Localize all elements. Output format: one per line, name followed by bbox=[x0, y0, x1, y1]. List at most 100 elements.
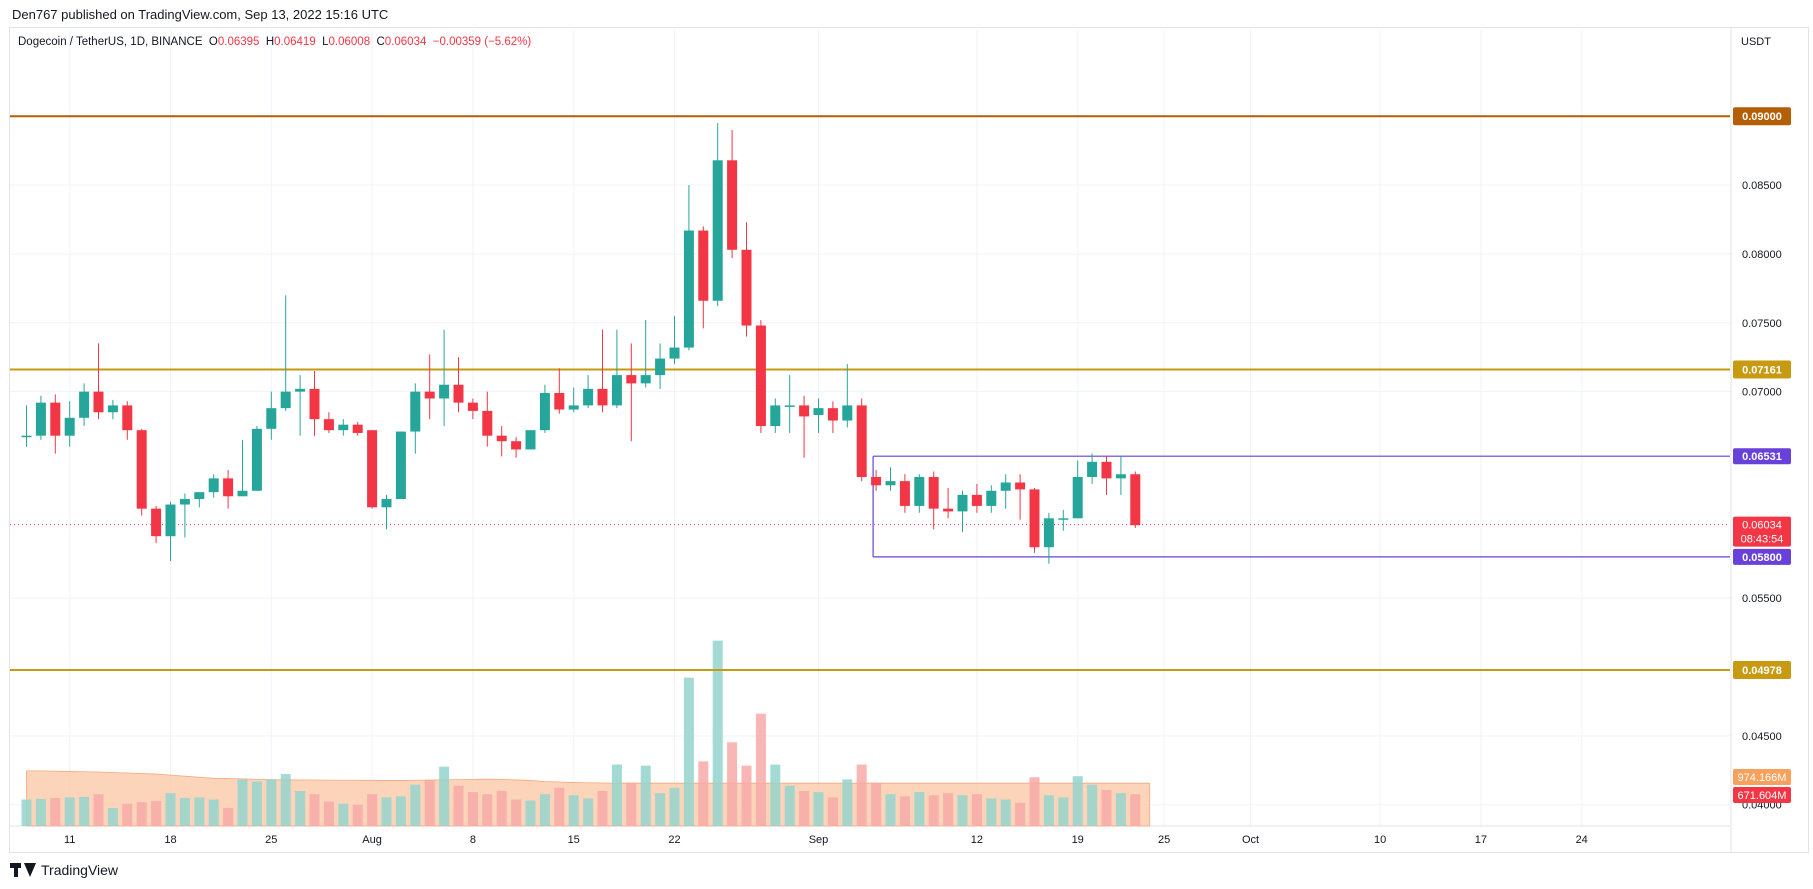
volume-bar bbox=[1087, 784, 1098, 826]
volume-bar bbox=[885, 794, 896, 826]
volume-bar bbox=[194, 797, 205, 826]
volume-bar bbox=[136, 802, 147, 826]
time-axis[interactable]: 11 18 25 Aug 8 15 22 Sep 12 19 25 Oct 10 17 24 bbox=[64, 834, 1588, 846]
candle-body bbox=[842, 405, 853, 421]
volume-bar bbox=[525, 800, 536, 826]
volume-bar bbox=[611, 764, 622, 826]
volume-bar bbox=[107, 807, 118, 826]
legend-part: L bbox=[322, 36, 329, 48]
candle-body bbox=[251, 428, 262, 491]
volume-bar bbox=[640, 765, 651, 826]
legend-part: −0.00359 (−5.62%) bbox=[433, 36, 532, 48]
legend-part: 0.06034 bbox=[385, 36, 433, 48]
volume-bar bbox=[842, 779, 853, 826]
candle-body bbox=[208, 478, 219, 493]
candle-body bbox=[943, 508, 954, 512]
volume-bar bbox=[597, 791, 608, 826]
volume-pane bbox=[21, 640, 1151, 827]
candle-body bbox=[21, 435, 32, 438]
range-price-label: 0.06531 bbox=[1742, 451, 1782, 463]
x-tick-label: 8 bbox=[470, 834, 476, 846]
candle-body bbox=[1087, 461, 1098, 477]
volume-bar bbox=[309, 794, 320, 826]
volume-bar bbox=[93, 794, 104, 826]
candle-body bbox=[309, 388, 320, 420]
grid-lines bbox=[10, 27, 1732, 853]
candle-body bbox=[525, 430, 536, 450]
volume-bar bbox=[1058, 797, 1069, 826]
candle-body bbox=[1101, 461, 1112, 479]
legend-part: H bbox=[266, 36, 274, 48]
candle-body bbox=[395, 431, 406, 500]
x-tick-label: 15 bbox=[568, 834, 580, 846]
candle-body bbox=[107, 405, 118, 413]
volume-bar bbox=[467, 792, 478, 826]
candle-body bbox=[165, 504, 176, 537]
candle-body bbox=[1072, 476, 1083, 519]
volume-bar bbox=[424, 780, 435, 826]
candle-body bbox=[496, 435, 507, 442]
candle-body bbox=[511, 441, 522, 450]
price-axis[interactable]: 0.08500 0.08000 0.07500 0.07000 0.05500 0.045… bbox=[1733, 107, 1791, 812]
candle-body bbox=[280, 391, 291, 409]
volume-bar bbox=[79, 796, 90, 826]
candle-body bbox=[93, 391, 104, 413]
footer-brand-label: TradingView bbox=[41, 862, 119, 878]
volume-bar bbox=[1043, 795, 1054, 826]
candle-body bbox=[727, 160, 738, 250]
footer-brand[interactable]: TradingView bbox=[10, 862, 118, 878]
volume-bar bbox=[367, 794, 378, 826]
x-tick-label: 22 bbox=[668, 834, 680, 846]
volume-ma-area bbox=[26, 770, 1151, 827]
candle-body bbox=[237, 490, 248, 497]
volume-bar bbox=[727, 742, 738, 826]
volume-bar bbox=[64, 797, 75, 826]
candle-body bbox=[79, 391, 90, 418]
legend-part: Dogecoin / TetherUS, 1D, BINANCE bbox=[18, 36, 209, 48]
last-price-label: 0.06034 bbox=[1742, 520, 1782, 532]
volume-bar bbox=[813, 792, 824, 826]
volume-bar bbox=[986, 798, 997, 826]
tradingview-logo-icon bbox=[10, 863, 36, 877]
candle-body bbox=[179, 499, 190, 505]
volume-bar bbox=[151, 801, 162, 826]
countdown-label: 08:43:54 bbox=[1741, 534, 1784, 546]
volume-bar bbox=[165, 793, 176, 826]
x-tick-label: 19 bbox=[1072, 834, 1084, 846]
horizontal-levels[interactable] bbox=[10, 115, 1730, 672]
volume-bar bbox=[856, 764, 867, 826]
candle-body bbox=[712, 160, 723, 301]
volume-bar bbox=[827, 797, 838, 826]
y-tick-label: 0.07500 bbox=[1742, 318, 1782, 330]
candle-body bbox=[1115, 474, 1126, 479]
volume-bar bbox=[453, 785, 464, 826]
volume-bar bbox=[266, 779, 277, 826]
candle-body bbox=[784, 405, 795, 407]
level-price-tag bbox=[1733, 661, 1791, 680]
candle-body bbox=[295, 388, 306, 392]
volume-bar bbox=[381, 797, 392, 826]
y-tick-label: 0.08500 bbox=[1742, 180, 1782, 192]
volume-bar bbox=[496, 791, 507, 826]
candle-body bbox=[914, 476, 925, 506]
volume-bar bbox=[482, 794, 493, 826]
volume-bar bbox=[511, 799, 522, 826]
candle-body bbox=[352, 424, 363, 433]
currency-label: USDT bbox=[1741, 36, 1771, 48]
volume-bar bbox=[251, 781, 262, 826]
candle-body bbox=[655, 358, 666, 376]
volume-bar bbox=[784, 785, 795, 826]
candle-body bbox=[194, 492, 205, 500]
volume-bar bbox=[280, 774, 291, 826]
y-tick-label: 0.05500 bbox=[1742, 593, 1782, 605]
volume-bar bbox=[237, 779, 248, 826]
volume-bar bbox=[626, 782, 637, 826]
candle-body bbox=[338, 424, 349, 431]
x-tick-label: Sep bbox=[809, 834, 829, 846]
x-tick-label: Aug bbox=[362, 834, 382, 846]
volume-bar bbox=[770, 764, 781, 826]
volume-bar bbox=[583, 798, 594, 826]
volume-label: 671.604M bbox=[1738, 790, 1787, 802]
volume-bar bbox=[957, 795, 968, 826]
